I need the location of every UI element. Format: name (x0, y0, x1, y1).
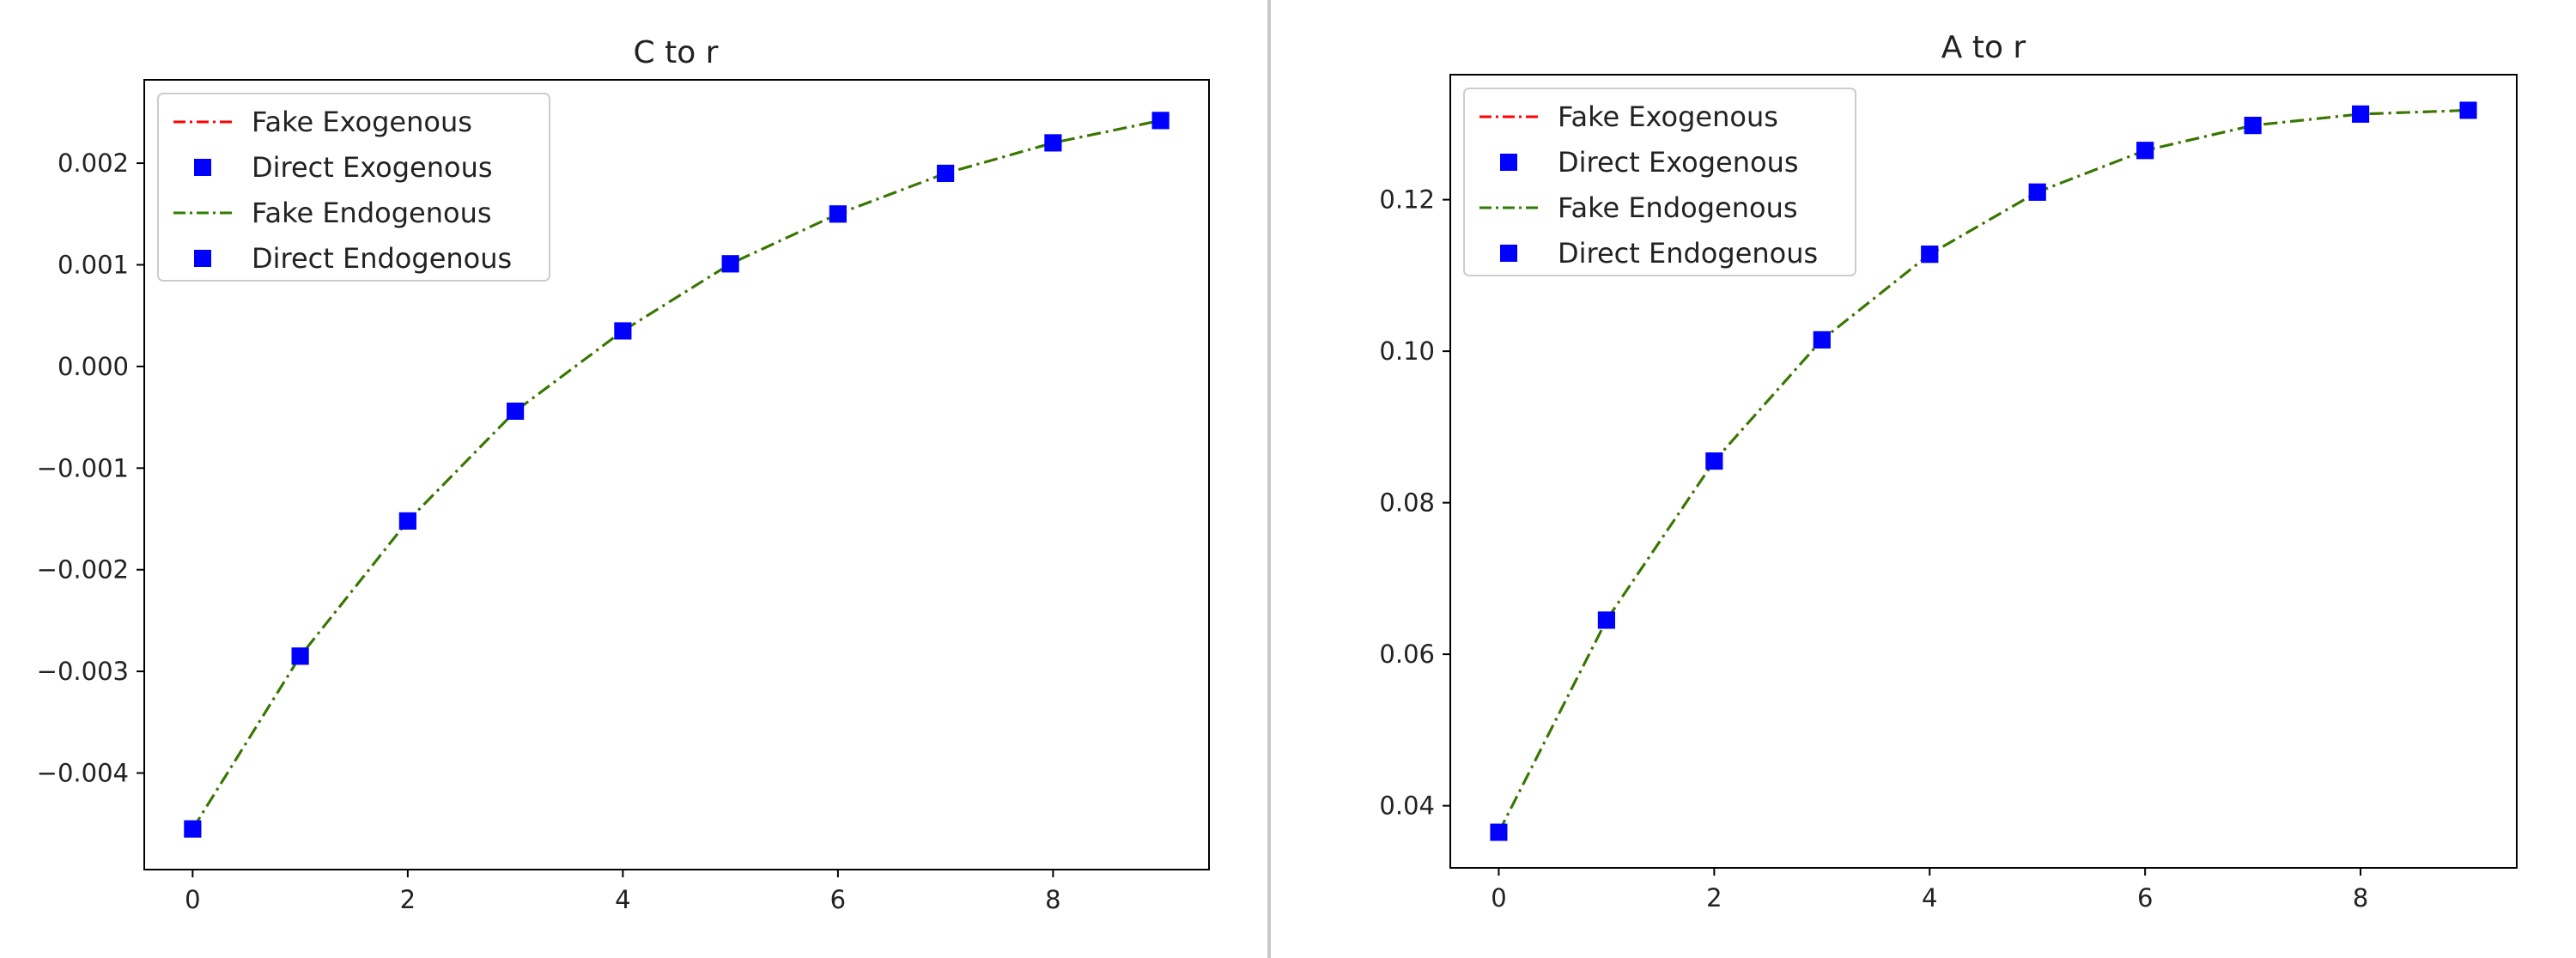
x-tick-label: 6 (2137, 883, 2153, 913)
chart-title: A to r (1941, 30, 2026, 65)
chart-c-to-r: C to r 0 2 4 6 8 −0.004 −0.003 −0.002 −0.001 0.0… (37, 35, 1210, 914)
x-axis: 0 2 4 6 8 (185, 870, 1061, 914)
legend-label: Fake Endogenous (252, 197, 492, 229)
legend-swatch-square (194, 250, 211, 267)
y-tick-label: 0.08 (1379, 488, 1435, 518)
y-tick-label: 0.06 (1379, 640, 1435, 669)
x-tick-label: 0 (1491, 883, 1506, 913)
series-direct-endogenous-point (1151, 112, 1170, 130)
series-direct-endogenous-point (1813, 330, 1831, 349)
legend: Fake Exogenous Direct Exogenous Fake End… (1463, 88, 1856, 276)
series-direct-endogenous-point (1705, 452, 1723, 470)
legend-box (1463, 88, 1856, 276)
y-tick-label: −0.001 (37, 453, 129, 482)
legend-label: Direct Endogenous (1558, 237, 1818, 270)
legend-entry: Fake Endogenous (1479, 191, 1798, 224)
series-direct-endogenous-point (507, 402, 525, 420)
panel-divider (1267, 0, 1271, 958)
y-axis: 0.04 0.06 0.08 0.10 0.12 (1379, 185, 1450, 821)
y-tick-label: 0.10 (1379, 337, 1435, 366)
series-direct-endogenous-point (2459, 101, 2477, 119)
legend-swatch-square (1500, 245, 1517, 262)
x-tick-label: 8 (1045, 885, 1060, 914)
series-direct-endogenous-point (2028, 183, 2046, 201)
plot-area (184, 112, 1170, 838)
series-direct-endogenous-point (1490, 823, 1508, 841)
x-tick-label: 2 (400, 885, 416, 914)
y-tick-label: 0.001 (58, 250, 129, 279)
legend-label: Fake Exogenous (252, 106, 472, 138)
plot-area (1490, 101, 2477, 841)
y-tick-label: −0.004 (37, 759, 129, 788)
x-tick-label: 4 (615, 885, 630, 914)
chart-title: C to r (634, 35, 719, 70)
series-direct-endogenous-point (2244, 117, 2262, 135)
legend-entry: Direct Exogenous (194, 151, 493, 184)
legend-entry: Direct Exogenous (1500, 146, 1799, 179)
series-direct-endogenous-point (937, 164, 955, 182)
legend-entry: Fake Endogenous (173, 197, 492, 229)
x-axis: 0 2 4 6 8 (1491, 868, 2368, 913)
chart-a-to-r: A to r 0 2 4 6 8 0.04 0.06 0.08 0.10 0.12 Fake E… (1379, 30, 2518, 913)
y-tick-label: −0.002 (37, 555, 129, 585)
legend-label: Direct Endogenous (252, 242, 512, 275)
legend-entry: Fake Exogenous (1479, 100, 1778, 133)
legend-label: Fake Exogenous (1558, 100, 1778, 133)
legend-swatch-square (194, 159, 211, 176)
series-direct-endogenous-point (721, 255, 739, 273)
series-direct-endogenous-point (1044, 134, 1062, 152)
y-tick-label: 0.000 (58, 352, 129, 381)
x-tick-label: 6 (830, 885, 846, 914)
x-tick-label: 0 (185, 885, 200, 914)
series-direct-endogenous-point (184, 820, 202, 838)
legend-entry: Fake Exogenous (173, 106, 472, 138)
series-direct-endogenous-point (614, 322, 632, 340)
legend-entry: Direct Endogenous (1500, 237, 1818, 270)
legend: Fake Exogenous Direct Exogenous Fake End… (157, 93, 550, 282)
y-tick-label: 0.04 (1379, 791, 1435, 821)
legend-label: Direct Exogenous (1558, 146, 1799, 179)
y-tick-label: 0.002 (58, 149, 129, 178)
axes-frame (1449, 74, 2518, 869)
series-direct-endogenous-point (1597, 611, 1615, 629)
legend-swatch-square (1500, 154, 1517, 171)
legend-label: Direct Exogenous (252, 151, 493, 184)
axes-frame (143, 79, 1210, 870)
y-axis: −0.004 −0.003 −0.002 −0.001 0.000 0.001 0.002 (37, 149, 144, 788)
x-tick-label: 8 (2353, 883, 2368, 913)
series-direct-endogenous-point (291, 647, 309, 665)
legend-entry: Direct Endogenous (194, 242, 512, 275)
series-fake-endogenous-line (1498, 108, 2469, 834)
series-direct-endogenous-point (2352, 105, 2370, 123)
series-direct-endogenous-point (829, 205, 847, 223)
legend-box (157, 93, 550, 282)
series-direct-endogenous-point (1921, 246, 1939, 264)
y-tick-label: 0.12 (1379, 185, 1435, 215)
y-tick-label: −0.003 (37, 657, 129, 686)
legend-label: Fake Endogenous (1558, 191, 1798, 224)
series-direct-endogenous-point (2136, 142, 2154, 160)
series-fake-endogenous-line (191, 118, 1161, 830)
series-direct-endogenous-point (398, 512, 416, 530)
x-tick-label: 2 (1706, 883, 1722, 913)
x-tick-label: 4 (1922, 883, 1937, 913)
